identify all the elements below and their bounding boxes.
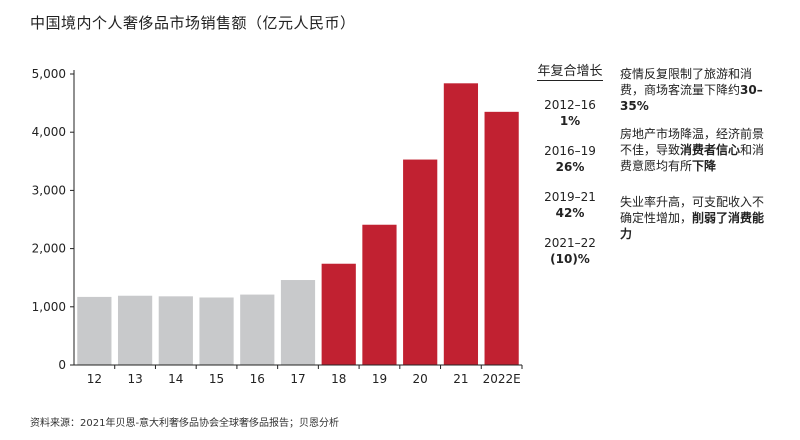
y-tick-label: 1,000 [32,300,66,314]
x-tick-label: 18 [331,372,346,386]
bars [77,83,519,365]
y-tick-label: 4,000 [32,125,66,139]
bar-21 [443,83,479,365]
x-tick-label: 12 [87,372,102,386]
cagr-period: 2016–19 [544,144,596,158]
y-tick-label: 0 [58,358,66,372]
cagr-period: 2012–16 [544,98,596,112]
note-text: 房地产市场降温，经济前景不佳，导致 [620,127,765,157]
note-tourism: 疫情反复限制了旅游和消费，商场客流量下降约30–35% [620,66,770,114]
note-bold-2: 下降 [692,159,717,173]
bar-20 [403,159,438,365]
bar-17 [280,280,316,365]
note-text: 失业率升高，可支配收入不确定性增加， [620,195,765,225]
note-bold: 30–35% [620,83,763,113]
cagr-item-2016-19: 2016–19 26% [520,143,620,175]
bar-14 [158,296,193,365]
bar-19 [362,224,397,365]
x-tick-label: 21 [453,372,468,386]
bar-16 [240,294,275,365]
x-tick-label: 2022E [483,372,521,386]
note-bold: 消费者信心 [680,143,741,157]
bar-2022E [484,111,519,365]
x-tick-label: 15 [209,372,224,386]
x-tick-label: 17 [290,372,305,386]
bar-18 [321,263,356,365]
y-tick-label: 3,000 [32,183,66,197]
y-axis: 0 1,000 2,000 3,000 4,000 5,000 [32,67,75,372]
x-tick-label: 13 [127,372,142,386]
cagr-header: 年复合增长 [537,60,603,81]
x-axis: 12 13 14 15 16 17 18 19 20 21 2022E [74,364,523,386]
cagr-value: 26% [555,160,585,174]
bar-15 [199,297,234,365]
x-tick-label: 16 [250,372,265,386]
cagr-item-2019-21: 2019–21 42% [520,189,620,221]
x-tick-label: 14 [168,372,183,386]
cagr-value: 1% [559,114,581,128]
note-text: 疫情反复限制了旅游和消费，商场客流量下降约 [620,67,753,97]
x-tick-label: 20 [413,372,428,386]
note-bold: 削弱了消费能力 [620,211,765,241]
cagr-panel: 年复合增长 2012–16 1% 2016–19 26% 2019–21 42%… [520,60,620,281]
source-note: 资料来源：2021年贝恩-意大利奢侈品协会全球奢侈品报告；贝恩分析 [30,418,340,429]
cagr-item-2021-22: 2021–22 (10)% [520,235,620,267]
y-tick-label: 2,000 [32,242,66,256]
y-tick-label: 5,000 [32,67,66,81]
cagr-period: 2021–22 [544,236,596,250]
cagr-item-2012-16: 2012–16 1% [520,97,620,129]
note-real-estate: 房地产市场降温，经济前景不佳，导致消费者信心和消费意愿均有所下降 [620,126,770,174]
chart-title: 中国境内个人奢侈品市场销售额（亿元人民币） [30,14,356,32]
note-text-tail: 和消费意愿均有所 [620,143,765,173]
cagr-period: 2019–21 [544,190,596,204]
x-tick-label: 19 [372,372,387,386]
cagr-value: (10)% [550,252,590,266]
bar-12 [77,296,112,365]
bar-13 [117,295,153,365]
note-unemployment: 失业率升高，可支配收入不确定性增加，削弱了消费能力 [620,194,770,242]
cagr-value: 42% [555,206,585,220]
